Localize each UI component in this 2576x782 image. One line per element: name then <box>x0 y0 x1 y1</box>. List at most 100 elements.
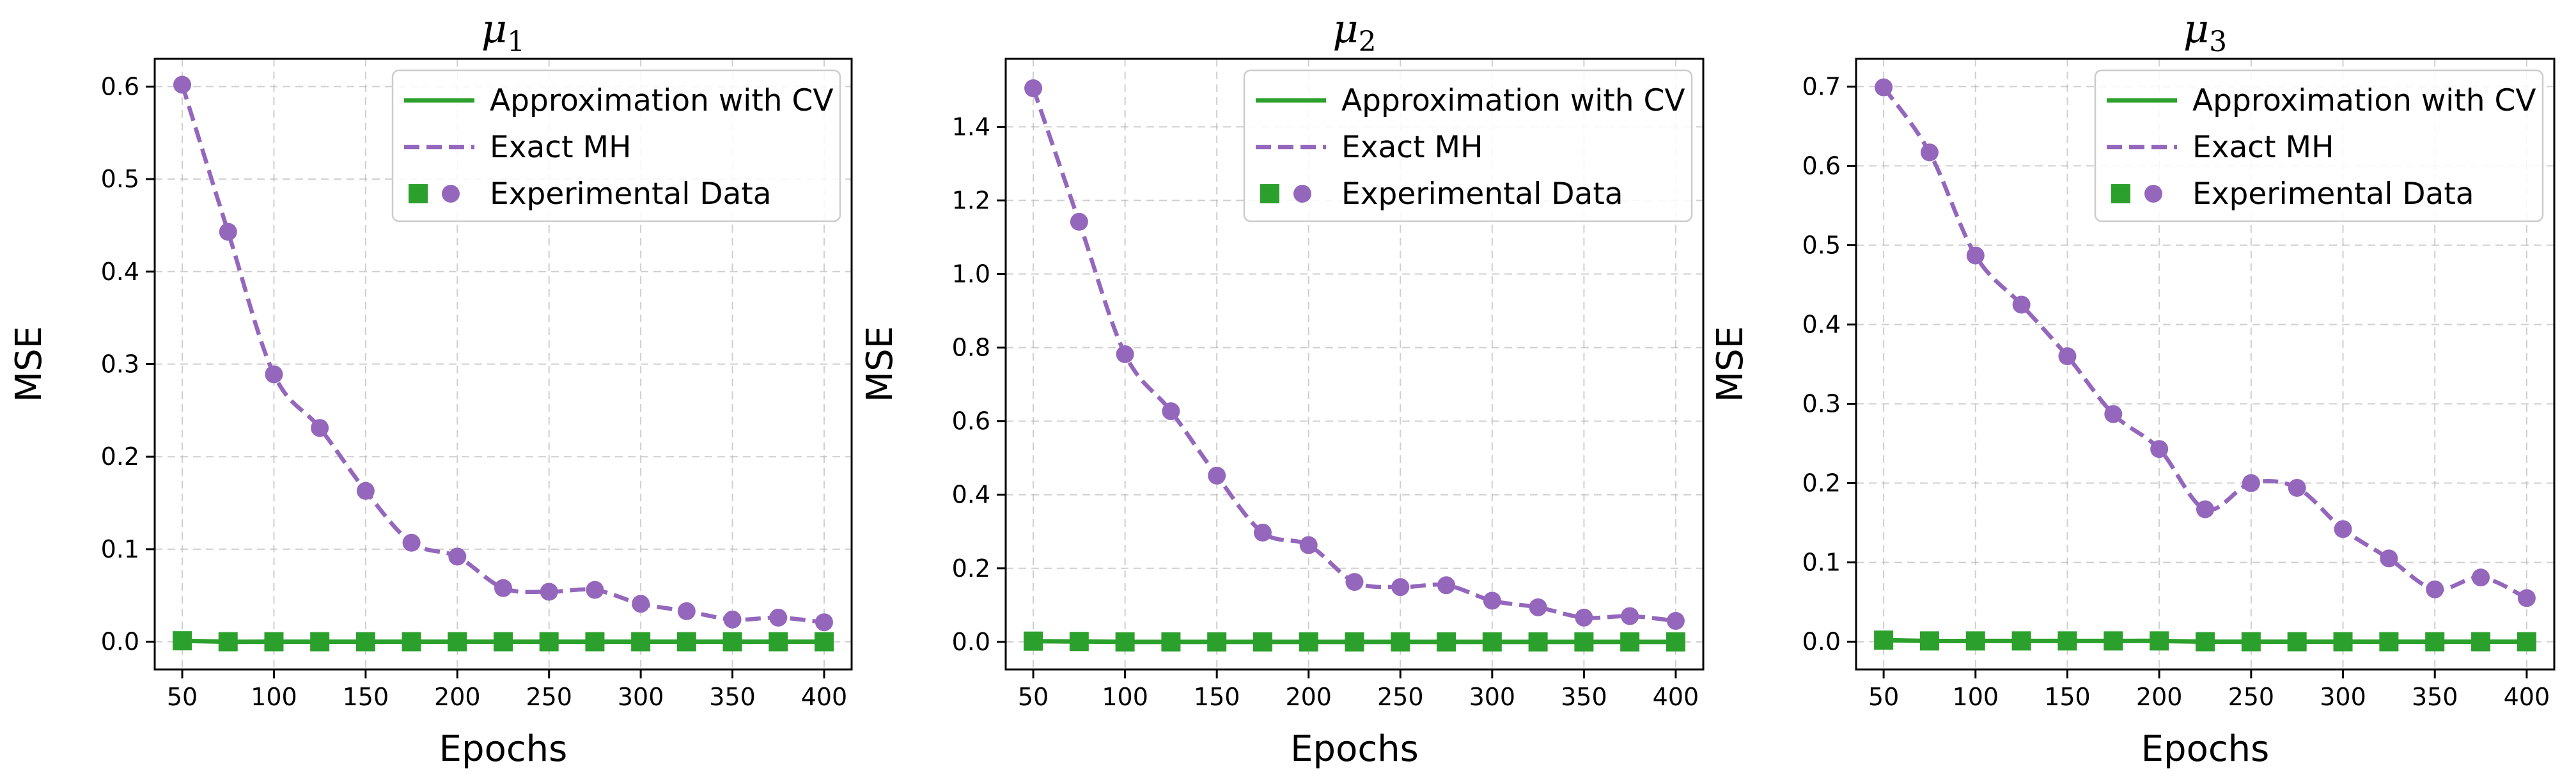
data-point-cv-square <box>2196 632 2215 652</box>
x-tick-label: 350 <box>2412 683 2458 711</box>
y-tick-label: 0.3 <box>1802 390 1841 418</box>
y-tick-label: 0.6 <box>952 407 990 435</box>
data-point-cv-square <box>2150 631 2169 651</box>
y-tick-label: 0.4 <box>1802 310 1841 338</box>
y-tick-label: 1.2 <box>952 186 990 214</box>
x-tick-label: 300 <box>1469 683 1516 711</box>
x-tick-label: 250 <box>2228 683 2275 711</box>
data-point-cv-square <box>769 632 788 652</box>
panel-mu1: 50 100 150 200 250 300 350 400 0.0 0.1 0.2 0.3 0.4 0.… <box>8 5 853 770</box>
data-point-cv-square <box>2011 631 2031 651</box>
legend-label-mh: Exact MH <box>490 130 631 165</box>
x-tick-label: 100 <box>1102 683 1148 711</box>
data-point-mh-circle <box>1070 212 1088 231</box>
y-axis-label: MSE <box>8 326 50 402</box>
x-axis-label: Epochs <box>2141 728 2270 770</box>
data-point-mh-circle <box>311 419 329 437</box>
y-tick-label: 0.0 <box>952 628 990 656</box>
data-point-cv-square <box>355 632 375 652</box>
data-point-cv-square <box>1620 632 1640 652</box>
legend-label-cv: Approximation with CV <box>490 83 833 118</box>
legend-handle-circle <box>1293 185 1311 203</box>
data-point-mh-circle <box>1920 143 1939 162</box>
data-point-cv-square <box>310 632 330 652</box>
y-tick-label: 0.4 <box>952 481 990 509</box>
data-point-cv-square <box>539 632 559 652</box>
data-point-mh-circle <box>677 602 696 620</box>
data-point-mh-circle <box>723 610 742 629</box>
legend-handle-circle <box>442 185 460 203</box>
data-point-cv-square <box>402 632 421 652</box>
x-tick-label: 300 <box>618 683 664 711</box>
data-point-mh-circle <box>1529 598 1547 616</box>
chart-title: μ1 <box>481 5 525 58</box>
data-point-mh-circle <box>2334 520 2352 538</box>
data-point-mh-circle <box>2380 549 2398 568</box>
data-point-cv-square <box>494 632 513 652</box>
y-tick-label: 0.1 <box>101 535 139 563</box>
legend-label-experimental-data: Experimental Data <box>1341 176 1623 212</box>
data-point-mh-circle <box>1253 523 1272 542</box>
legend-handle-square <box>1260 184 1279 203</box>
data-point-mh-circle <box>1575 608 1593 627</box>
x-tick-label: 400 <box>2504 683 2550 711</box>
legend-label-cv: Approximation with CV <box>2192 83 2536 118</box>
data-point-cv-square <box>2241 632 2261 652</box>
data-point-mh-circle <box>1666 612 1685 630</box>
data-point-mh-circle <box>2150 440 2169 458</box>
data-point-mh-circle <box>1391 578 1410 597</box>
data-point-cv-square <box>2517 632 2536 652</box>
data-point-mh-circle <box>1208 466 1226 485</box>
data-point-cv-square <box>1345 632 1364 652</box>
legend-label-cv: Approximation with CV <box>1341 83 1685 118</box>
data-point-cv-square <box>2104 631 2123 651</box>
data-point-cv-square <box>585 632 605 652</box>
x-tick-label: 350 <box>1561 683 1607 711</box>
x-tick-label: 400 <box>801 683 848 711</box>
data-point-mh-circle <box>494 579 512 597</box>
legend-label-experimental-data: Experimental Data <box>2192 176 2474 212</box>
legend-handle-square <box>409 184 428 203</box>
plot-frame <box>1004 58 1705 671</box>
data-point-mh-circle <box>2472 568 2490 587</box>
y-tick-label: 0.4 <box>101 258 139 286</box>
x-tick-label: 350 <box>709 683 756 711</box>
data-point-mh-circle <box>1345 573 1364 591</box>
data-point-cv-square <box>1437 632 1456 652</box>
data-point-cv-square <box>2057 631 2077 651</box>
data-point-cv-square <box>1115 632 1135 652</box>
x-tick-label: 250 <box>526 683 572 711</box>
y-tick-label: 0.2 <box>952 554 990 583</box>
legend-handle-square <box>2111 184 2130 203</box>
x-tick-label: 250 <box>1377 683 1424 711</box>
data-point-mh-circle <box>2242 474 2260 492</box>
x-tick-label: 50 <box>1018 683 1049 711</box>
data-point-mh-circle <box>2058 347 2077 366</box>
y-tick-label: 0.6 <box>1802 152 1841 180</box>
data-point-cv-square <box>218 632 238 652</box>
data-point-cv-square <box>1482 632 1502 652</box>
y-tick-label: 0.1 <box>1802 549 1841 577</box>
data-point-mh-circle <box>265 365 283 384</box>
y-tick-label: 1.0 <box>952 260 990 288</box>
x-tick-label: 200 <box>434 683 481 711</box>
legend-handle-circle <box>2144 185 2162 203</box>
legend: Approximation with CV Exact MH Experimenta… <box>391 69 841 223</box>
data-point-cv-square <box>1574 632 1594 652</box>
data-point-cv-square <box>1024 631 1043 651</box>
x-tick-label: 150 <box>343 683 389 711</box>
legend-label-experimental-data: Experimental Data <box>490 176 772 212</box>
data-point-mh-circle <box>2104 405 2123 423</box>
legend: Approximation with CV Exact MH Experimenta… <box>1243 69 1693 223</box>
data-point-cv-square <box>676 632 696 652</box>
data-point-cv-square <box>2379 632 2399 652</box>
x-tick-label: 300 <box>2320 683 2366 711</box>
data-point-cv-square <box>1207 632 1227 652</box>
x-tick-label: 200 <box>1285 683 1332 711</box>
data-point-cv-square <box>631 632 651 652</box>
x-axis-label: Epochs <box>439 728 568 770</box>
data-point-cv-square <box>1528 632 1548 652</box>
data-point-cv-square <box>1874 630 1894 650</box>
data-point-mh-circle <box>769 608 788 627</box>
